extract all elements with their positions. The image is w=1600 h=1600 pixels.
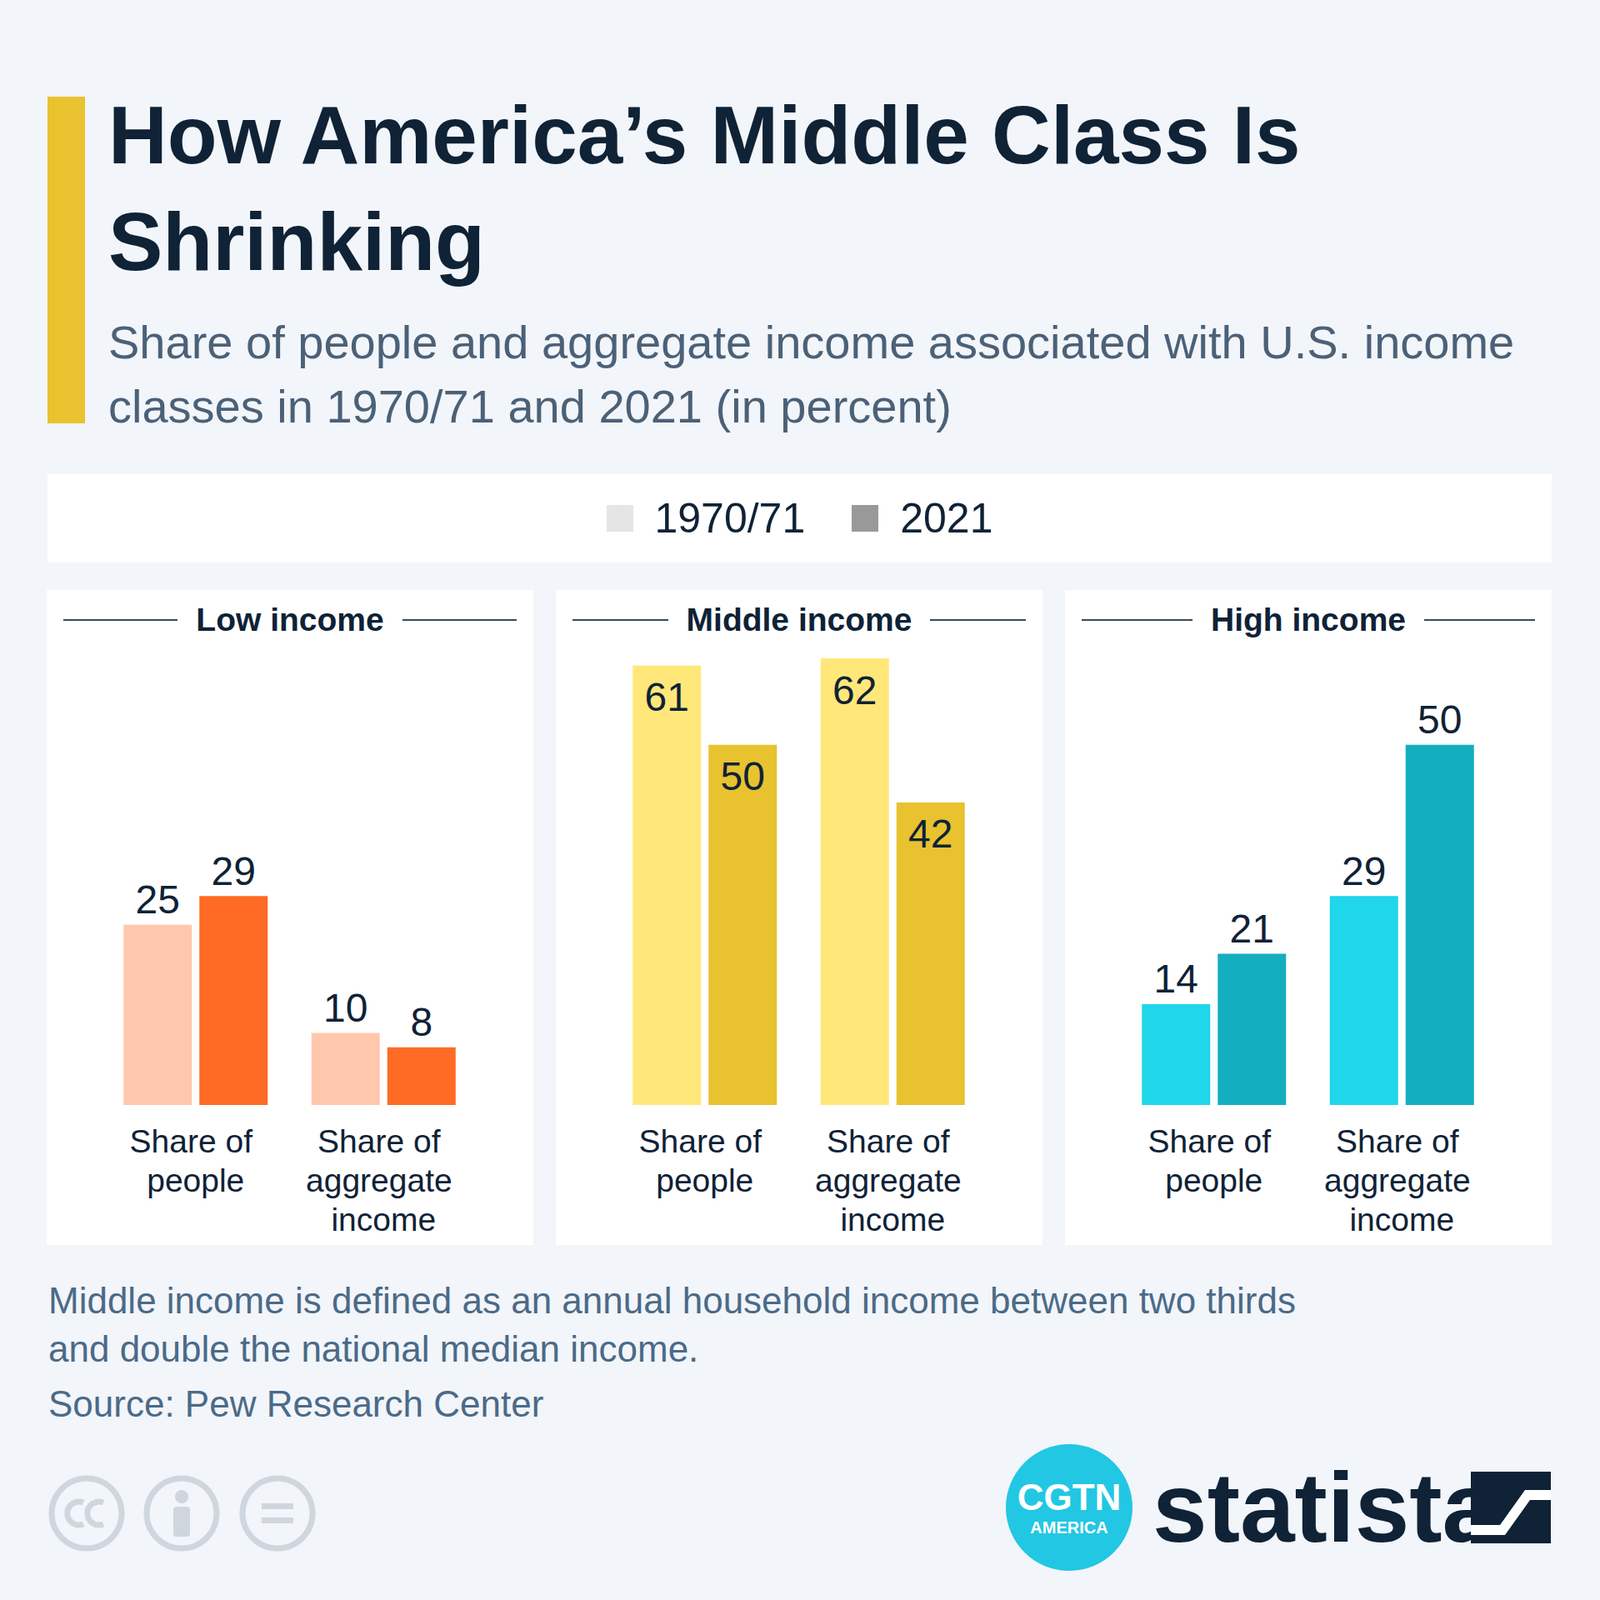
svg-text:AMERICA: AMERICA <box>1030 1518 1108 1537</box>
svg-text:aggregate: aggregate <box>815 1162 971 1199</box>
svg-text:aggregate: aggregate <box>305 1162 462 1199</box>
svg-text:50: 50 <box>720 754 765 799</box>
html-text:Source: Pew Research Center: Source: Pew Research Center <box>48 1383 544 1425</box>
html-text:Low income: Low income <box>196 601 384 638</box>
html-text:Middle income is defined as an: Middle income is defined as an annual ho… <box>48 1280 1296 1370</box>
svg-text:aggregate: aggregate <box>1324 1162 1480 1199</box>
svg-text:29: 29 <box>1341 849 1386 894</box>
svg-text:statista: statista <box>1152 1452 1499 1563</box>
svg-text:Share of: Share of <box>639 1123 771 1160</box>
html-text:Middle income: Middle income <box>686 601 912 638</box>
svg-text:Share of: Share of <box>1335 1123 1468 1160</box>
svg-text:29: 29 <box>211 849 256 894</box>
html-text:2021: 2021 <box>900 495 993 542</box>
svg-text:income: income <box>840 1201 945 1238</box>
html-text:1970/71: 1970/71 <box>654 495 806 542</box>
svg-text:42: 42 <box>908 811 953 856</box>
svg-text:61: 61 <box>645 675 690 720</box>
svg-text:14: 14 <box>1154 956 1199 1001</box>
svg-text:62: 62 <box>832 668 877 713</box>
svg-text:people: people <box>655 1162 754 1199</box>
svg-text:50: 50 <box>1417 697 1462 742</box>
svg-text:people: people <box>146 1162 245 1199</box>
svg-text:Share of: Share of <box>1148 1123 1280 1160</box>
html-text:Share of people and aggregate: Share of people and aggregate income ass… <box>108 315 1515 433</box>
svg-text:Share of: Share of <box>130 1123 262 1160</box>
svg-text:Share of: Share of <box>826 1123 959 1160</box>
svg-text:8: 8 <box>410 1000 433 1045</box>
svg-text:10: 10 <box>323 985 368 1030</box>
svg-text:21: 21 <box>1230 906 1275 951</box>
html-text:How America’s Middle Class Is: How America’s Middle Class Is Shrinking <box>108 89 1301 288</box>
svg-text:people: people <box>1165 1162 1263 1199</box>
html-text:High income: High income <box>1210 601 1406 638</box>
svg-text:CGTN: CGTN <box>1017 1476 1122 1518</box>
svg-text:25: 25 <box>135 877 180 922</box>
svg-text:Share of: Share of <box>317 1123 450 1160</box>
svg-text:income: income <box>330 1201 436 1238</box>
svg-text:income: income <box>1349 1201 1455 1238</box>
